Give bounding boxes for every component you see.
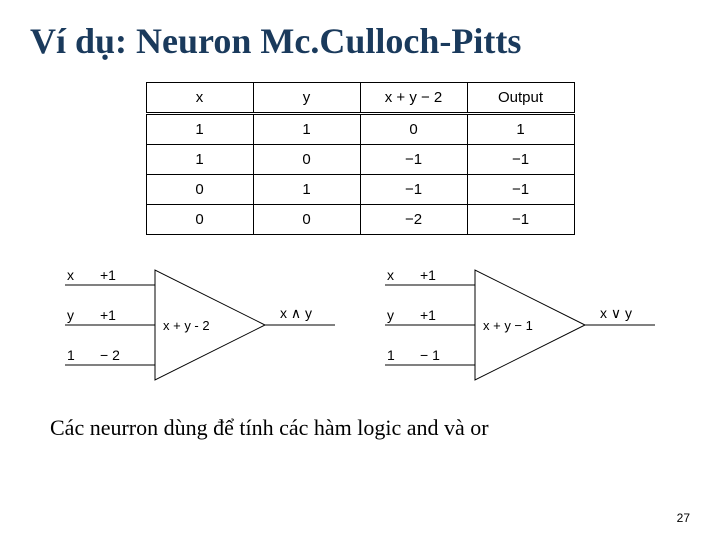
input-x-label: x	[387, 267, 394, 283]
input-bias-weight: − 1	[420, 347, 440, 363]
neuron-or-diagram: x +1 y +1 1 − 1 x + y − 1 x ∨ y	[375, 260, 665, 390]
truth-table: x y x + y − 2 Output 1 1 0 1 1 0 −1 −1 0…	[146, 82, 575, 235]
input-bias-label: 1	[67, 347, 75, 363]
cell: 1	[253, 114, 360, 145]
col-y: y	[253, 83, 360, 114]
cell: 0	[146, 205, 253, 235]
neuron-and-diagram: x +1 y +1 1 − 2 x + y - 2 x ∧ y	[55, 260, 345, 390]
table-row: 1 0 −1 −1	[146, 145, 574, 175]
cell: −1	[360, 145, 467, 175]
neuron-output-label: x ∧ y	[280, 305, 312, 321]
col-sum: x + y − 2	[360, 83, 467, 114]
cell: −2	[360, 205, 467, 235]
input-y-label: y	[67, 307, 74, 323]
slide-caption: Các neurron dùng để tính các hàm logic a…	[50, 415, 690, 441]
input-bias-label: 1	[387, 347, 395, 363]
table-header-row: x y x + y − 2 Output	[146, 83, 574, 114]
input-bias-weight: − 2	[100, 347, 120, 363]
truth-table-wrap: x y x + y − 2 Output 1 1 0 1 1 0 −1 −1 0…	[30, 82, 690, 235]
input-x-label: x	[67, 267, 74, 283]
cell: 1	[146, 114, 253, 145]
input-x-weight: +1	[420, 267, 436, 283]
input-y-label: y	[387, 307, 394, 323]
cell: 0	[360, 114, 467, 145]
table-row: 1 1 0 1	[146, 114, 574, 145]
table-row: 0 0 −2 −1	[146, 205, 574, 235]
neuron-output-label: x ∨ y	[600, 305, 632, 321]
page-number: 27	[677, 511, 690, 525]
cell: 1	[467, 114, 574, 145]
cell: −1	[360, 175, 467, 205]
neuron-diagrams: x +1 y +1 1 − 2 x + y - 2 x ∧ y x +1 y +…	[30, 260, 690, 390]
input-y-weight: +1	[420, 307, 436, 323]
cell: −1	[467, 145, 574, 175]
table-row: 0 1 −1 −1	[146, 175, 574, 205]
cell: 0	[253, 205, 360, 235]
cell: −1	[467, 205, 574, 235]
neuron-body-label: x + y − 1	[483, 318, 533, 333]
col-output: Output	[467, 83, 574, 114]
cell: 0	[253, 145, 360, 175]
input-x-weight: +1	[100, 267, 116, 283]
cell: −1	[467, 175, 574, 205]
cell: 1	[146, 145, 253, 175]
input-y-weight: +1	[100, 307, 116, 323]
slide-title: Ví dụ: Neuron Mc.Culloch-Pitts	[30, 20, 690, 62]
neuron-body-label: x + y - 2	[163, 318, 210, 333]
cell: 1	[253, 175, 360, 205]
cell: 0	[146, 175, 253, 205]
col-x: x	[146, 83, 253, 114]
